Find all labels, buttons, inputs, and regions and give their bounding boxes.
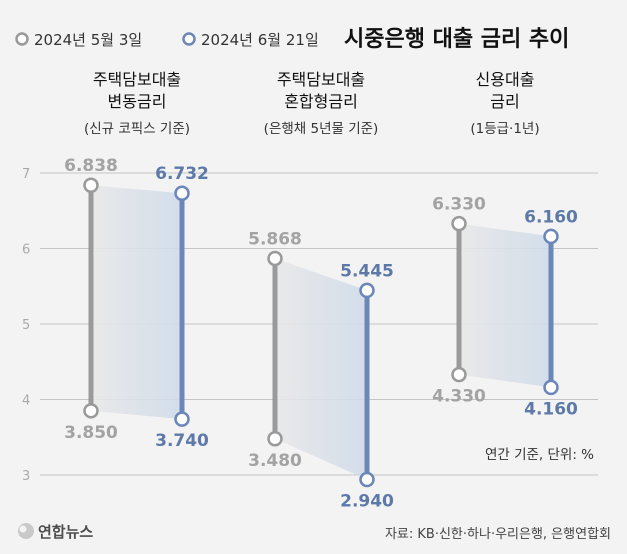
group-title-line: 혼합형금리 (284, 92, 358, 111)
group-title-line: 변동금리 (108, 92, 167, 111)
point-date2-max (359, 282, 375, 299)
label-date2-max: 5.445 (340, 261, 394, 281)
label-date1-min: 3.850 (64, 423, 118, 443)
group-title-line: 신용대출 (476, 70, 535, 89)
range-band (459, 223, 551, 388)
source-note: 자료: KB·신한·하나·우리은행, 은행연합회 (385, 526, 611, 542)
group-title-line: 주택담보대출 (277, 70, 365, 89)
point-date1-min (267, 431, 283, 447)
y-tick-label: 7 (22, 167, 30, 182)
point-date1-min (451, 366, 467, 383)
label-date2-min: 4.160 (524, 399, 578, 419)
logo: 연합뉴스 (18, 523, 93, 541)
y-tick-label: 4 (22, 394, 30, 409)
unit-note: 연간 기준, 단위: % (485, 447, 594, 463)
logo-text: 연합뉴스 (38, 523, 93, 541)
point-date1-min (83, 403, 99, 419)
range-band (275, 258, 367, 480)
range-band (91, 185, 182, 420)
chart-title: 시중은행 대출 금리 추이 (344, 27, 569, 52)
label-date2-min: 3.740 (155, 431, 209, 451)
legend-marker-date1 (15, 32, 29, 46)
label-date1-max: 6.330 (432, 195, 486, 215)
y-axis-ticks: 3 4 5 6 7 (22, 167, 30, 484)
group-subtitle: (신규 코픽스 기준) (84, 121, 190, 137)
range-bands (91, 185, 551, 480)
label-date1-max: 6.838 (64, 156, 118, 176)
label-date1-min: 3.480 (248, 451, 302, 471)
group-title-line: 금리 (490, 92, 519, 111)
point-date2-max (543, 228, 559, 245)
group-subtitle: (은행채 5년물 기준) (264, 121, 379, 137)
label-date2-max: 6.160 (524, 207, 578, 227)
point-date1-max (83, 177, 99, 193)
legend: 2024년 5월 3일 2024년 6월 21일 (15, 31, 319, 49)
point-date2-min (543, 379, 559, 396)
legend-label-date1: 2024년 5월 3일 (34, 31, 142, 49)
data-labels: 6.838 3.850 6.732 3.740 5.868 3.480 5.445 2.940… (64, 156, 578, 511)
point-date2-max (174, 185, 190, 201)
label-date2-max: 6.732 (155, 164, 209, 184)
point-date1-max (267, 250, 283, 267)
y-tick-label: 5 (22, 318, 30, 333)
data-points (83, 177, 559, 488)
logo-icon-inner (19, 525, 27, 533)
point-date2-min (174, 411, 190, 427)
legend-label-date2: 2024년 6월 21일 (201, 31, 319, 49)
group-title-line: 주택담보대출 (93, 70, 181, 89)
legend-marker-date2 (182, 32, 196, 46)
range-bars (88, 185, 554, 480)
label-date1-max: 5.868 (248, 229, 302, 249)
y-tick-label: 3 (22, 469, 30, 484)
point-date2-min (359, 471, 375, 488)
group-subtitle: (1등급·1년) (470, 121, 539, 137)
label-date2-min: 2.940 (340, 492, 394, 512)
point-date1-max (451, 215, 467, 232)
label-date1-min: 4.330 (432, 387, 486, 407)
y-tick-label: 6 (22, 243, 30, 258)
